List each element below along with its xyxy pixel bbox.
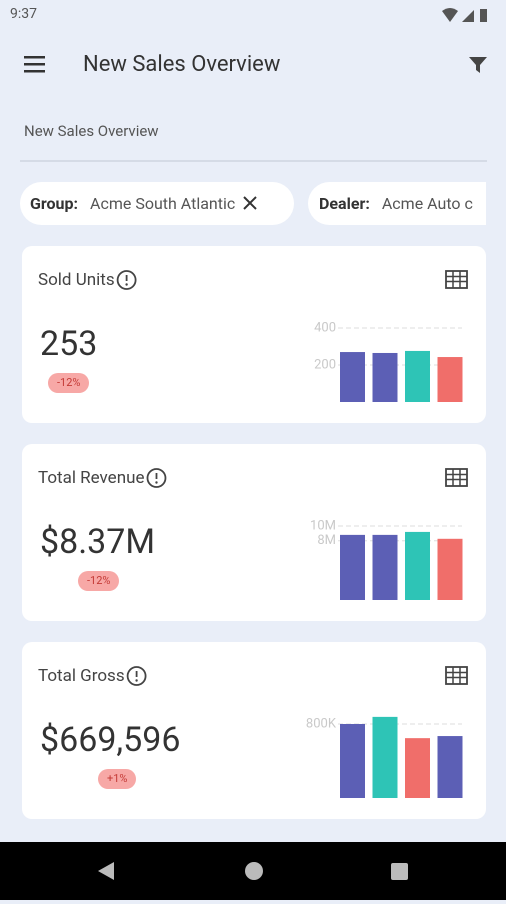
table-frame [445,270,468,289]
card-title: Total Gross [38,666,125,686]
bar [405,531,430,600]
recents-button[interactable] [391,863,408,880]
bar [437,538,463,600]
divider [20,160,487,162]
bar [340,724,365,798]
bar [340,534,365,600]
change-pill: +1% [98,769,137,789]
y-tick-label: 400 [314,320,336,335]
change-pill: -12% [48,373,90,393]
info-dot [155,481,158,484]
kpi-card: Total Gross $669,596 +1% 800K [22,642,486,819]
chip-label: Group: [30,194,79,213]
kpi-card: Sold Units 253 -12% 400 200 [22,246,486,423]
nav-bar [0,842,506,900]
table-frame [445,666,468,685]
table-icon[interactable] [445,270,468,289]
card-title: Sold Units [38,270,115,290]
bar [372,352,398,402]
info-icon[interactable] [116,270,137,290]
card-chart: 400 200 [116,270,468,402]
filter-chip[interactable]: Group: Acme South Atlantic [20,182,294,225]
bar [405,350,430,402]
filter-button[interactable] [468,55,488,75]
bar [372,716,398,798]
card-value: $669,596 [40,720,181,760]
info-icon[interactable] [146,468,167,488]
table-frame [445,468,468,487]
info-icon[interactable] [126,666,147,686]
y-tick-label: 200 [314,357,336,372]
card-title: Total Revenue [38,468,145,488]
bar [372,534,398,600]
status-icons [442,8,487,22]
info-dot [125,283,128,286]
bar [437,736,463,798]
info-circle [146,468,167,488]
bar [405,738,430,798]
table-icon[interactable] [445,666,468,685]
bar [437,357,463,402]
back-button[interactable] [98,862,114,880]
y-tick-label: 800K [306,716,337,731]
nav-buttons [98,862,408,880]
filter-chip[interactable]: Dealer: Acme Auto c [308,182,486,225]
table-icon[interactable] [445,468,468,487]
card-value: 253 [40,324,98,364]
chip-close[interactable] [235,194,265,214]
app-title: New Sales Overview [83,52,281,77]
card-chart: 800K [126,666,468,798]
bar [340,352,365,402]
change-pill: -12% [78,571,120,591]
home-button[interactable] [245,862,263,880]
status-time: 9:37 [10,6,37,22]
chip-label: Dealer: [319,194,370,213]
y-tick-label: 10M [310,518,336,533]
info-circle [116,270,137,290]
menu-button[interactable] [24,54,46,74]
page-subtitle: New Sales Overview [24,122,159,140]
card-value: $8.37M [40,522,156,562]
y-tick-label: 8M [317,533,336,548]
chip-value: Acme South Atlantic [90,194,236,213]
kpi-card: Total Revenue $8.37M -12% 10M 8M [22,444,486,621]
info-dot [135,679,138,682]
info-circle [126,666,147,686]
chip-value: Acme Auto c [381,194,473,213]
